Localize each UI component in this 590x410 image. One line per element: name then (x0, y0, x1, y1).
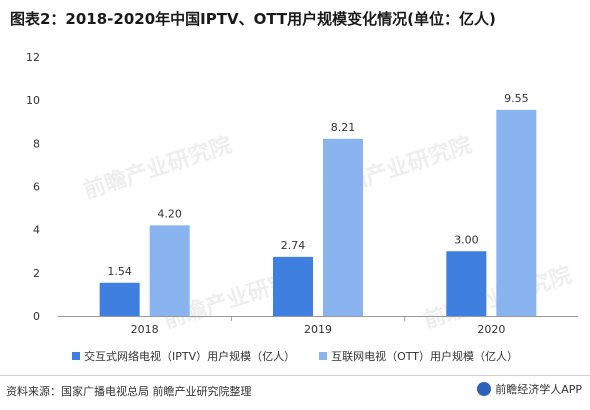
y-tick-label: 10 (26, 94, 40, 107)
y-tick-label: 12 (26, 51, 40, 64)
data-label: 2.74 (281, 239, 306, 252)
brand: 前瞻经济学人APP (477, 381, 582, 397)
data-label: 4.20 (157, 207, 182, 220)
data-label: 1.54 (107, 265, 132, 278)
bar-ott (323, 138, 363, 316)
legend-item-ott: 互联网电视（OTT）用户规模（亿人） (319, 348, 518, 364)
legend-label-iptv: 交互式网络电视（IPTV）用户规模（亿人） (83, 350, 296, 363)
data-label: 9.55 (504, 92, 529, 105)
x-tick-label: 2018 (131, 323, 159, 336)
data-label: 3.00 (454, 233, 479, 246)
legend-label-ott: 互联网电视（OTT）用户规模（亿人） (331, 350, 519, 363)
y-tick-label: 8 (33, 137, 40, 150)
x-tick-label: 2019 (304, 323, 332, 336)
y-tick-label: 2 (33, 267, 40, 280)
bar-iptv (446, 251, 487, 316)
source-note: 资料来源：国家广播电视总局 前瞻产业研究院整理 (6, 385, 252, 398)
bar-iptv (273, 256, 313, 316)
brand-label: 前瞻经济学人APP (495, 383, 582, 396)
legend-swatch-ott (319, 352, 328, 360)
x-tick-label: 2020 (477, 323, 505, 336)
legend-swatch-iptv (71, 352, 80, 360)
legend-item-iptv: 交互式网络电视（IPTV）用户规模（亿人） (71, 348, 296, 364)
bar-ott (496, 109, 537, 316)
data-label: 8.21 (331, 121, 356, 134)
brand-logo-icon (477, 382, 492, 396)
footer-divider (0, 375, 590, 376)
y-tick-label: 0 (33, 310, 40, 323)
bar-chart: 0 2 4 6 8 10 12 2018 1.54 4.20 2019 2.74 8.21 2020 3.0… (26, 51, 578, 336)
bar-iptv (99, 282, 140, 316)
y-tick-label: 6 (33, 181, 40, 194)
bar-ott (149, 225, 190, 316)
y-tick-label: 4 (33, 224, 40, 237)
chart-title: 图表2：2018-2020年中国IPTV、OTT用户规模变化情况(单位：亿人) (10, 10, 496, 28)
legend: 交互式网络电视（IPTV）用户规模（亿人） 互联网电视（OTT）用户规模（亿人） (0, 348, 590, 364)
